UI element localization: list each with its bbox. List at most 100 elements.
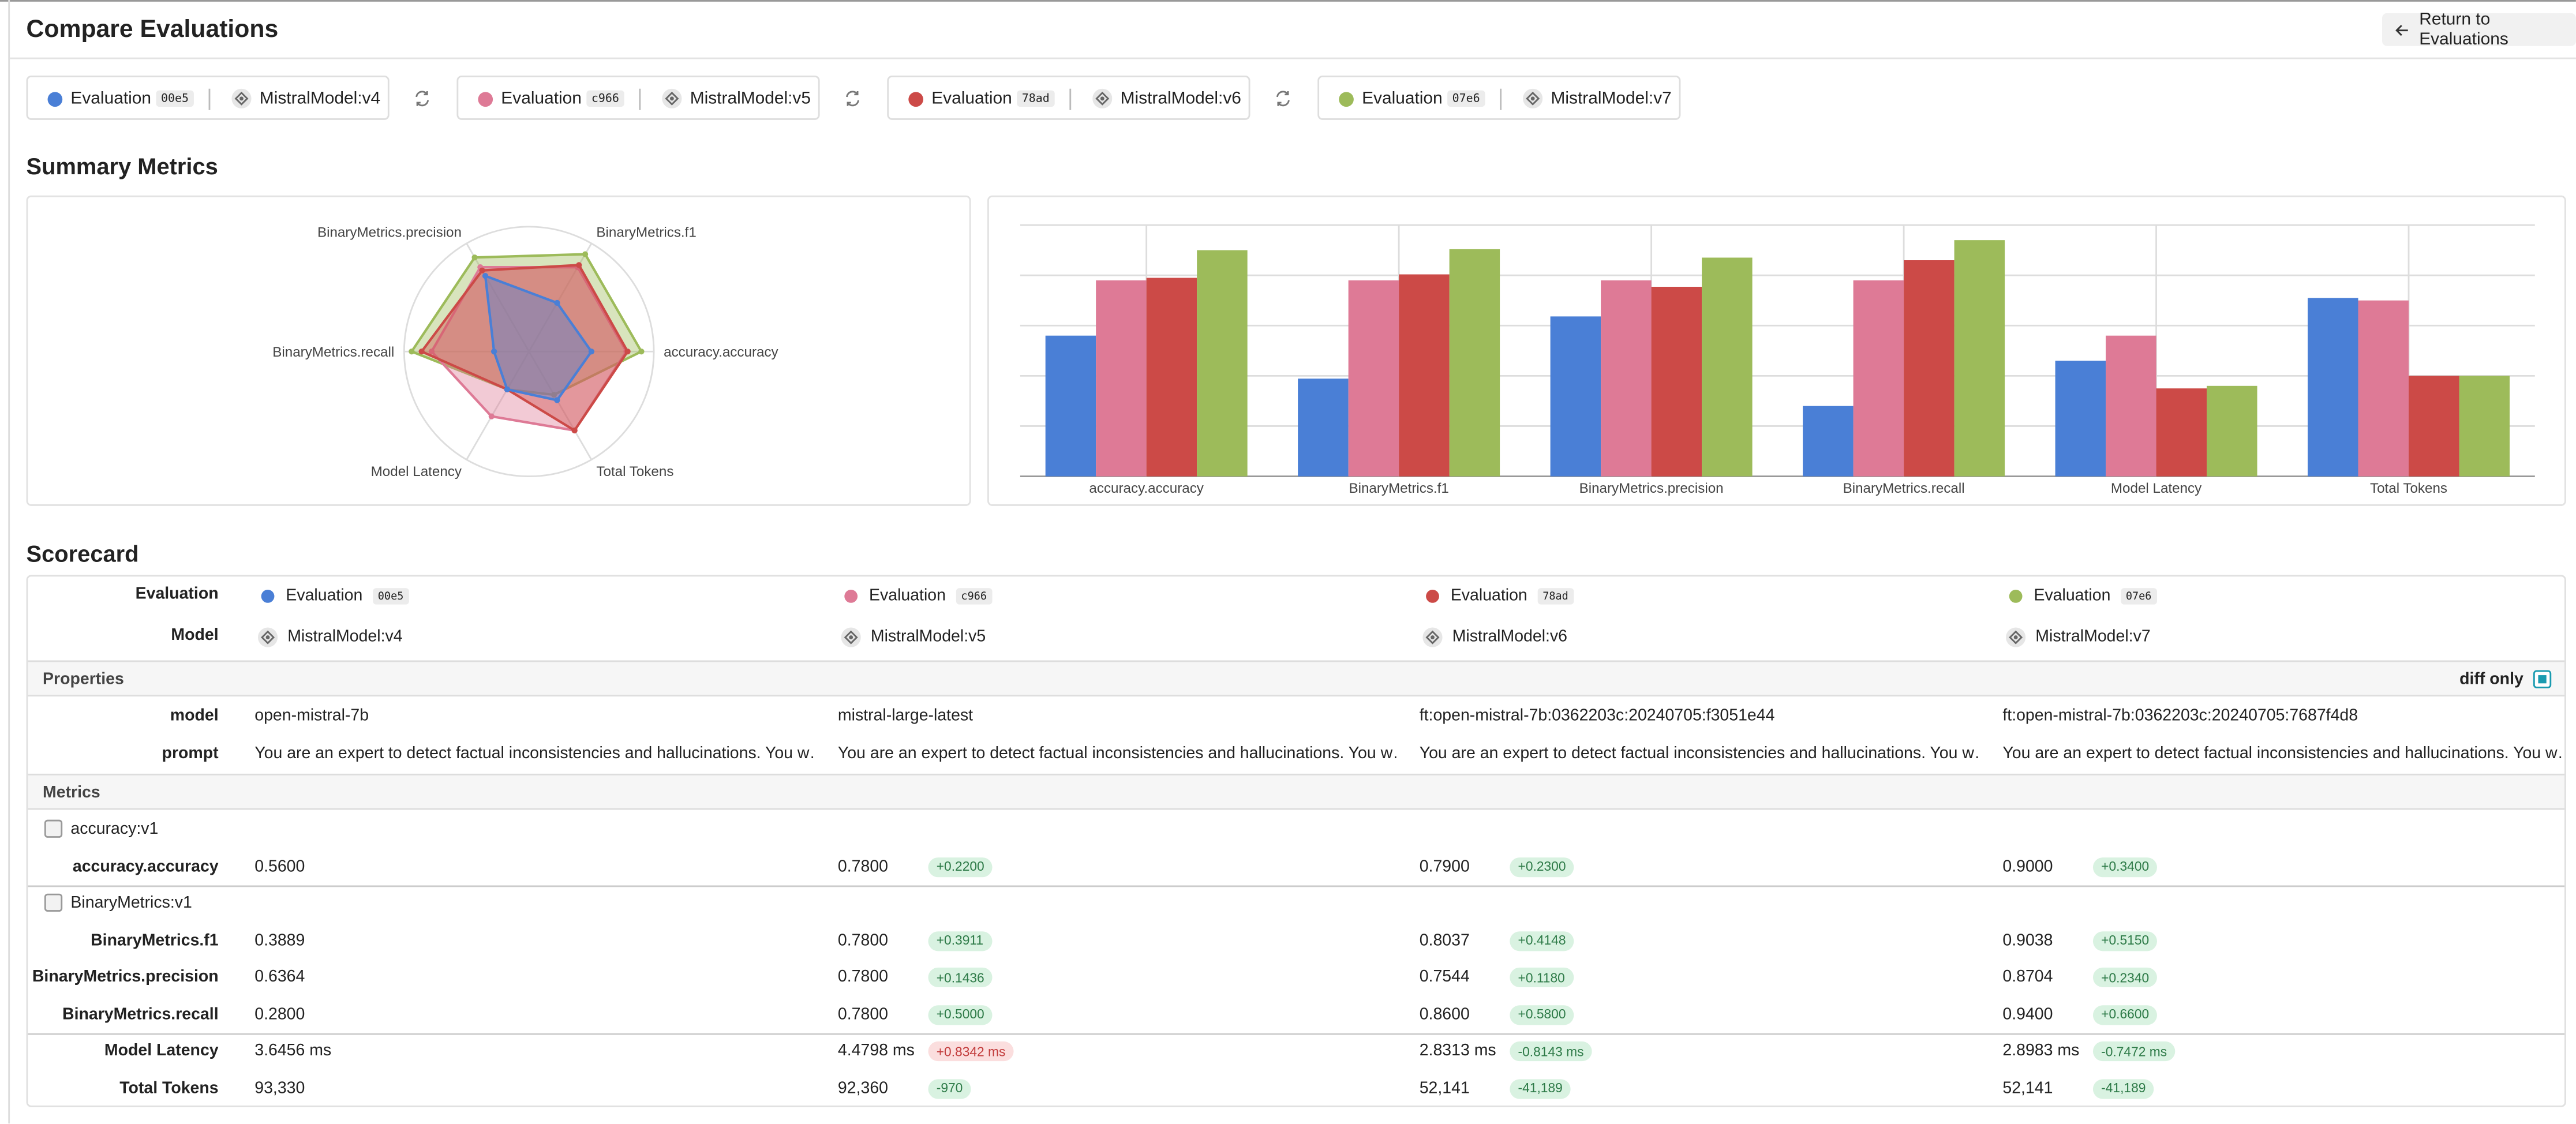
property-value: You are an expert to detect factual inco… [2002, 745, 2562, 763]
diff-badge: +0.5800 [1510, 1004, 1574, 1025]
diff-badge: +0.2300 [1510, 856, 1574, 876]
metric-value: 0.9400 [2002, 1005, 2053, 1024]
bar [1853, 280, 1904, 477]
bar [1399, 274, 1450, 477]
icon-dot [239, 96, 244, 101]
metric-value: 0.3889 [254, 931, 305, 950]
return-button[interactable]: Return to Evaluations [2382, 10, 2576, 50]
checkbox-fill [2537, 674, 2546, 683]
evaluation-chip[interactable]: Evaluation 78ad MistralModel:v6 [887, 75, 1250, 120]
row-label: model [170, 707, 219, 725]
radar-point [504, 386, 510, 392]
bar-panel [987, 195, 2566, 506]
section-band: Metrics [28, 773, 2565, 810]
model-name: MistralModel:v5 [870, 628, 986, 647]
icon-dot [265, 635, 270, 640]
diff-only-checkbox[interactable] [2533, 670, 2552, 688]
color-dot [844, 590, 858, 603]
metric-value: 0.7544 [1419, 968, 1470, 987]
swap-glyph [415, 91, 429, 107]
bar [2207, 385, 2257, 477]
metric-value: 0.9000 [2002, 857, 2053, 876]
swap-icon[interactable] [413, 89, 432, 108]
bar [1449, 249, 1500, 477]
radar-point [491, 349, 497, 355]
chip-divider [208, 88, 211, 110]
return-label: Return to Evaluations [2419, 10, 2508, 50]
property-value: You are an expert to detect factual inco… [1419, 745, 1978, 763]
group-icon [44, 819, 63, 838]
row-label: Evaluation [135, 585, 219, 604]
x-tick-label: Model Latency [2111, 481, 2202, 496]
evaluation-id: 78ad [1537, 588, 1574, 605]
evaluation-chip[interactable]: Evaluation 07e6 MistralModel:v7 [1317, 75, 1681, 120]
bar [1803, 406, 1854, 477]
row-label: prompt [162, 745, 219, 763]
evaluation-id: 00e5 [156, 90, 194, 107]
diff-badge: +0.3911 [928, 930, 992, 950]
evaluation-chip[interactable]: Evaluation c966 MistralModel:v5 [456, 75, 820, 120]
evaluation-chip[interactable]: Evaluation 00e5 MistralModel:v4 [26, 75, 390, 120]
radar-point [571, 427, 578, 434]
radar-point [551, 392, 557, 398]
bar [2308, 298, 2358, 477]
row-label: accuracy.accuracy [72, 857, 219, 876]
color-dot [908, 92, 923, 107]
diff-badge: +0.2340 [2092, 967, 2158, 987]
diff-badge: -41,189 [1510, 1078, 1571, 1099]
icon-glyph [2009, 630, 2023, 645]
radar-point [588, 349, 595, 355]
section-label: Metrics [43, 784, 100, 803]
radar-panel [26, 195, 971, 506]
sidebar-edge [8, 0, 10, 1124]
row-label: Model Latency [104, 1042, 219, 1061]
radar-point [479, 267, 485, 273]
bar [1146, 278, 1197, 477]
radar-point [554, 397, 560, 403]
x-tick-label: BinaryMetrics.recall [1843, 481, 1965, 496]
bar [1197, 250, 1248, 477]
metric-value: 0.5600 [254, 857, 305, 876]
metric-value: 0.9038 [2002, 931, 2053, 950]
color-dot [47, 92, 63, 107]
model-name: MistralModel:v4 [287, 628, 403, 647]
property-value: You are an expert to detect factual inco… [837, 745, 1396, 763]
radar-axis-label: Total Tokens [596, 464, 673, 479]
radar-spoke [528, 351, 593, 460]
swap-icon[interactable] [1273, 89, 1293, 108]
icon-dot [669, 96, 674, 101]
section-label: Properties [43, 670, 124, 690]
model-icon [2006, 627, 2026, 647]
radar-point [582, 251, 589, 257]
radar-spoke [466, 351, 530, 460]
metric-value: 93,330 [254, 1079, 305, 1097]
swap-icon[interactable] [843, 89, 862, 108]
evaluation-id: 07e6 [2121, 588, 2157, 605]
model-name: MistralModel:v7 [1551, 88, 1672, 108]
metric-value: 2.8313 ms [1419, 1042, 1496, 1061]
metric-value: 0.7800 [837, 857, 889, 876]
radar-point [418, 349, 425, 355]
diff-badge: -970 [928, 1078, 971, 1099]
evaluation-label: Evaluation [2034, 587, 2111, 606]
evaluation-id: c966 [586, 90, 624, 107]
bar [1904, 260, 1955, 477]
group-name: accuracy:v1 [70, 820, 159, 839]
icon-glyph [1425, 630, 1440, 645]
chip-divider [1069, 88, 1072, 110]
diff-badge: +0.5150 [2092, 930, 2158, 950]
evaluation-label: Evaluation [1450, 587, 1527, 606]
icon-dot [849, 635, 853, 640]
radar-axis-label: accuracy.accuracy [664, 344, 778, 360]
radar-point [482, 272, 489, 279]
radar-point [554, 299, 560, 306]
bar [1348, 280, 1399, 477]
metric-value: 0.7800 [837, 931, 889, 950]
bar [1651, 287, 1702, 477]
diff-badge: +0.5000 [928, 1004, 993, 1025]
bar [1954, 240, 2005, 477]
evaluation-id: c966 [956, 588, 992, 605]
metric-value: 0.7900 [1419, 857, 1470, 876]
